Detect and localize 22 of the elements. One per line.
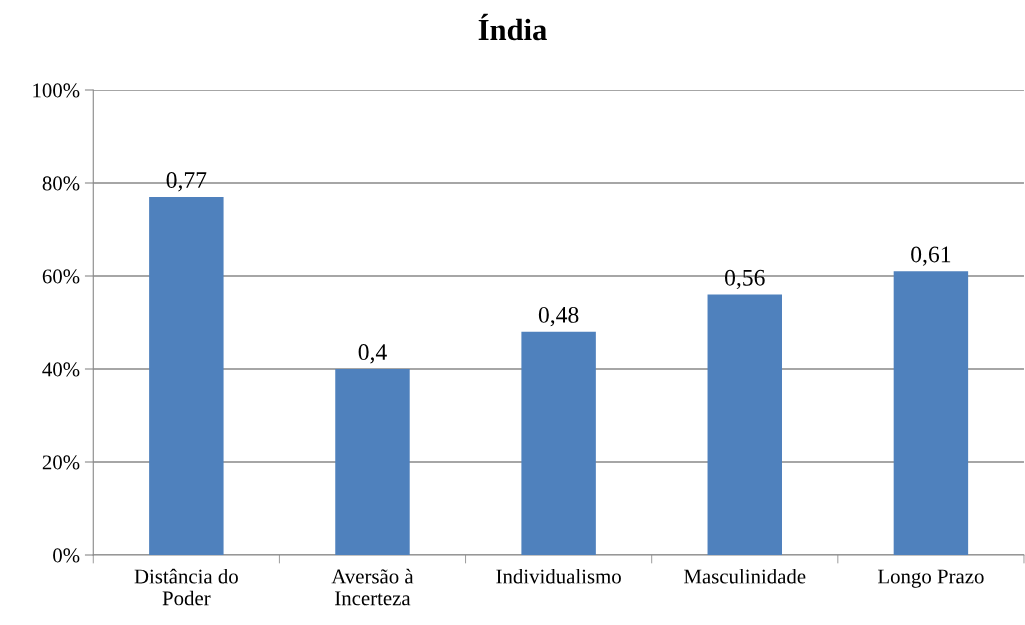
data-label: 0,56	[725, 269, 765, 290]
bar	[893, 271, 969, 555]
bar	[335, 369, 410, 555]
x-tick-label: Longo Prazo	[877, 569, 984, 588]
data-label: 0,4	[358, 344, 387, 364]
y-tick-label: 80%	[42, 176, 80, 191]
data-label: 0,77	[166, 172, 207, 192]
x-tick-label: Individualismo	[496, 568, 621, 584]
bar	[149, 196, 224, 555]
x-tick-label: Aversão à Incerteza	[331, 568, 414, 606]
y-tick-label: 40%	[42, 362, 80, 377]
y-tick-label: 20%	[42, 455, 80, 470]
y-tick-label: 100%	[33, 83, 80, 98]
x-tick-label: Masculinidade	[684, 568, 806, 584]
data-label: 0,48	[538, 306, 579, 327]
chart-title: Índia	[478, 13, 547, 41]
y-tick-label: 60%	[42, 269, 80, 284]
data-label: 0,61	[911, 246, 951, 266]
y-tick-label: 0%	[53, 548, 80, 563]
bar	[521, 331, 596, 555]
bar	[707, 294, 782, 555]
x-tick-label: Distância do Poder	[134, 568, 238, 606]
